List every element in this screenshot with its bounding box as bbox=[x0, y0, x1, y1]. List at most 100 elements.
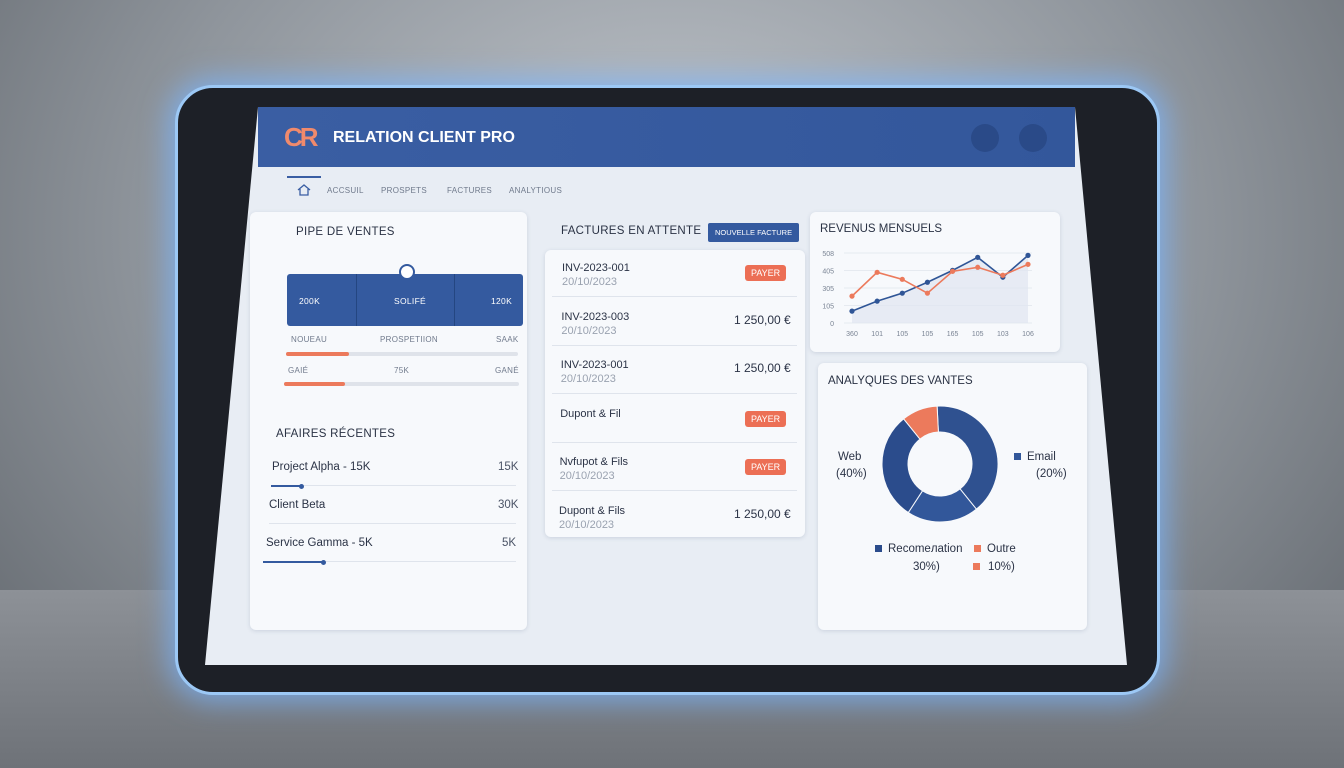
invoice-date: 20/10/2023 bbox=[561, 324, 617, 337]
x-tick-label: 105 bbox=[896, 331, 908, 338]
card-title: ANALYQUES DES VANTES bbox=[828, 375, 973, 387]
progress-track bbox=[284, 382, 519, 386]
deal-slider bbox=[271, 485, 301, 487]
data-point bbox=[975, 264, 981, 270]
invoice-ref: INV-2023-001 bbox=[562, 262, 630, 274]
card-title: FACTURES EN ATTENTE bbox=[561, 225, 702, 237]
deal-amount: 5K bbox=[502, 537, 517, 549]
divider bbox=[454, 274, 455, 326]
revenue-chart: REVENUS MENSUELS 508 405 305 105 0 360 101 105 10… bbox=[820, 223, 1034, 338]
data-point bbox=[849, 308, 855, 314]
header-bar bbox=[258, 107, 1075, 167]
home-icon[interactable] bbox=[296, 183, 312, 197]
new-invoice-button[interactable]: NOUVELLE FACTURE bbox=[708, 223, 800, 242]
pipeline-segment-label: 120K bbox=[491, 296, 513, 306]
settings-button[interactable] bbox=[1019, 124, 1047, 152]
nav-item[interactable]: ANALYTIOUS bbox=[509, 186, 563, 195]
pay-button[interactable]: PAYER bbox=[745, 410, 787, 427]
data-point bbox=[1000, 272, 1006, 278]
progress-fill bbox=[286, 352, 349, 356]
invoice-ref: INV-2023-003 bbox=[561, 310, 630, 323]
legend-name: Email bbox=[1027, 451, 1056, 463]
data-point bbox=[899, 276, 905, 282]
card-title: AFAIRES RÉCENTES bbox=[276, 428, 396, 440]
data-point bbox=[924, 290, 931, 296]
app-title: RELATION CLIENT PRO bbox=[333, 129, 515, 146]
nav-item[interactable]: PROSPETS bbox=[381, 186, 427, 195]
stage-label: GAIÉ bbox=[288, 366, 309, 375]
x-tick-label: 105 bbox=[972, 331, 984, 338]
user-button[interactable] bbox=[971, 124, 999, 152]
legend-marker bbox=[974, 545, 981, 552]
invoice-amount: 1 250,00 € bbox=[734, 361, 791, 375]
data-point bbox=[874, 269, 880, 275]
card-title: PIPE DE VENTES bbox=[296, 226, 395, 238]
deal-slider bbox=[263, 561, 323, 563]
data-point bbox=[924, 279, 931, 285]
y-tick-label: 105 bbox=[822, 304, 834, 311]
invoice-date: 20/10/2023 bbox=[559, 518, 615, 531]
deal-amount: 30K bbox=[498, 499, 519, 511]
stage-label: NOUEAU bbox=[291, 335, 328, 344]
nav-item[interactable]: FACTURES bbox=[447, 186, 493, 195]
divider bbox=[356, 274, 357, 326]
row-separator bbox=[266, 561, 516, 562]
pipeline-segment-label: SOLIFÉ bbox=[394, 296, 427, 306]
row-separator bbox=[552, 296, 797, 297]
stage-label: GANÉ bbox=[495, 366, 519, 375]
progress-track bbox=[286, 352, 518, 356]
donut-slice bbox=[902, 405, 939, 440]
card-title: REVENUS MENSUELS bbox=[820, 223, 942, 235]
invoice-amount: 1 250,00 € bbox=[734, 312, 791, 327]
data-point bbox=[1025, 261, 1031, 267]
stage-label: SAAK bbox=[496, 335, 519, 344]
pipeline-segment-label: 200K bbox=[299, 296, 321, 306]
pipeline-marker[interactable] bbox=[399, 264, 415, 280]
x-tick-label: 101 bbox=[871, 331, 883, 338]
y-tick-label: 0 bbox=[830, 321, 834, 328]
y-tick-label: 405 bbox=[822, 269, 834, 276]
data-point bbox=[874, 298, 880, 304]
invoice-date: 20/10/2023 bbox=[562, 276, 618, 288]
pay-button[interactable]: PAYER bbox=[745, 459, 787, 475]
invoice-ref: INV-2023-001 bbox=[560, 359, 629, 371]
row-separator bbox=[272, 485, 516, 486]
legend-label: 30%) bbox=[913, 561, 940, 573]
legend-marker bbox=[1014, 453, 1021, 460]
deal-name: Project Alpha - 15K bbox=[272, 461, 371, 473]
legend-label: (20%) bbox=[1036, 468, 1067, 480]
pipeline-bar bbox=[287, 274, 523, 326]
legend-label: 10%) bbox=[988, 561, 1015, 573]
series-line bbox=[851, 263, 1029, 297]
legend-name: Web bbox=[838, 451, 861, 463]
x-tick-label: 360 bbox=[846, 331, 858, 338]
x-tick-label: 165 bbox=[947, 331, 959, 338]
data-point bbox=[849, 293, 855, 299]
pay-button[interactable]: PAYER bbox=[745, 265, 787, 281]
row-separator bbox=[552, 344, 797, 346]
legend-marker bbox=[875, 545, 882, 552]
row-separator bbox=[552, 490, 797, 491]
data-point bbox=[899, 290, 905, 296]
y-tick-label: 508 bbox=[822, 251, 834, 258]
invoice-date: 20/10/2023 bbox=[560, 373, 616, 385]
invoice-date: 20/10/2023 bbox=[559, 470, 615, 482]
legend-label: (40%) bbox=[836, 468, 867, 480]
stage-label: PROSPETIION bbox=[380, 335, 438, 344]
x-tick-label: 106 bbox=[1022, 331, 1034, 338]
deal-amount: 15K bbox=[498, 461, 519, 473]
legend-name: Outre bbox=[987, 543, 1016, 555]
area bbox=[852, 255, 1028, 323]
logo: CR bbox=[284, 122, 319, 152]
nav-item[interactable]: ACCSUIL bbox=[327, 186, 364, 195]
deal-name: Service Gamma - 5K bbox=[266, 537, 373, 549]
row-separator bbox=[269, 523, 516, 524]
progress-fill bbox=[284, 382, 345, 386]
stage-label: 75K bbox=[394, 366, 410, 375]
legend-name: Recomeлation bbox=[888, 543, 962, 555]
deal-name: Client Beta bbox=[269, 499, 326, 511]
y-tick-label: 305 bbox=[822, 286, 834, 293]
donut-slice bbox=[881, 418, 924, 514]
invoice-ref: Dupont & Fil bbox=[560, 407, 621, 420]
